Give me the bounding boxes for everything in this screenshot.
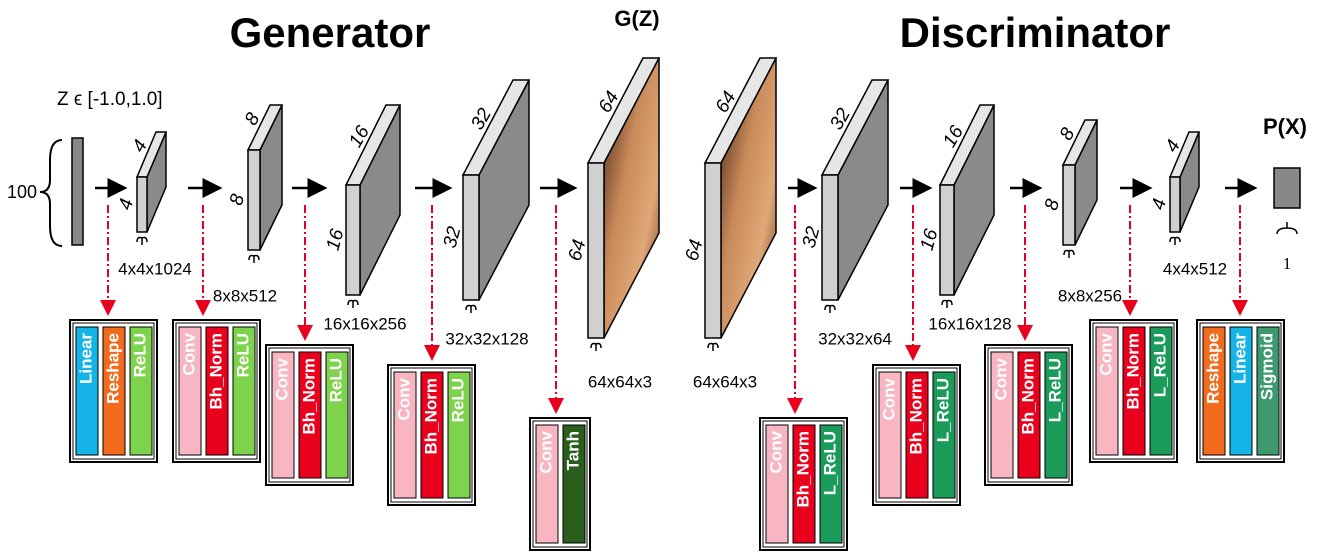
layer-name: Bh_Norm [1018,358,1037,435]
layer-name: ReLU [326,358,345,402]
layer-name: Conv [179,332,198,375]
shape-label: 32x32x64 [818,329,892,348]
brace [942,301,952,309]
brace [1170,238,1180,246]
layer-name: ReLU [233,333,252,377]
slab-edge [248,150,260,250]
layer-name: Linear [1230,333,1249,384]
layer-name: Bh_Norm [299,358,318,435]
output-brace [1277,222,1297,234]
brace [591,344,601,352]
layer-name: Conv [272,357,291,400]
brace [249,256,259,264]
layer-name: ReLU [448,378,467,422]
input-size: 100 [7,182,37,202]
layer-name: Sigmoid [1257,333,1276,400]
slab-edge [1170,177,1180,232]
dim-side: 64 [682,237,708,263]
shape-label: 16x16x256 [323,314,406,333]
dim-side: 8 [1041,197,1064,213]
slab-edge [705,163,721,338]
layer-name: L_ReLU [820,431,839,495]
layer-name: Conv [394,377,413,420]
dim-side: 64 [565,237,591,263]
dim-side: 4 [1148,197,1171,213]
shape-label: 4x4x1024 [118,259,192,278]
output-size: 1 [1283,254,1292,273]
output-label: P(X) [1263,114,1307,139]
layer-name: Bh_Norm [906,378,925,455]
brace [466,306,476,314]
slab-edge [822,175,838,300]
layer-name: L_ReLU [1150,333,1169,397]
slab-edge [137,177,147,232]
layer-name: Conv [536,430,555,473]
slab-edge [588,163,604,338]
discriminator-title: Discriminator [900,9,1171,56]
dim-side: 4 [115,197,138,213]
layer-name: Conv [991,357,1010,400]
gan-diagram: Generator Discriminator G(Z) P(X) Z ϵ [-… [0,0,1322,556]
layer-name: Bh_Norm [1123,333,1142,410]
shape-label: 8x8x512 [213,286,277,305]
output-unit [1274,168,1300,208]
shape-label: 16x16x128 [928,314,1011,333]
layer-name: Conv [1096,332,1115,375]
generator-title: Generator [230,9,431,56]
brace [1064,251,1074,259]
layer-name: Linear [76,333,95,384]
input-label: Z ϵ [-1.0,1.0] [57,89,163,110]
brace [708,344,718,352]
shape-label: 64x64x3 [693,372,757,391]
slab-edge [346,185,360,295]
shape-label: 8x8x256 [1058,286,1122,305]
brace [825,306,835,314]
dim-side: 32 [440,224,466,250]
layer-name: Reshape [103,333,122,404]
generated-label: G(Z) [614,6,659,31]
brace [348,301,358,309]
layer-name: Tanh [563,431,582,470]
shape-label: 4x4x512 [1163,259,1227,278]
layer-name: Bh_Norm [206,333,225,410]
layer-name: L_ReLU [1045,358,1064,422]
layer-name: ReLU [130,333,149,377]
layer-name: Bh_Norm [421,378,440,455]
layer-name: Bh_Norm [793,431,812,508]
shape-label: 64x64x3 [588,372,652,391]
layer-name: Conv [766,430,785,473]
dim-side: 16 [917,227,943,253]
slab-edge [463,175,479,300]
slab-edge [940,185,954,295]
layer-name: Reshape [1203,333,1222,404]
shape-label: 32x32x128 [445,329,528,348]
dim-side: 32 [799,224,825,250]
dim-side: 16 [323,227,349,253]
layer-name: Conv [879,377,898,420]
slab-edge [1063,165,1075,245]
input-vector [72,138,83,245]
brace [137,238,147,246]
input-brace [40,140,62,246]
layer-name: L_ReLU [933,378,952,442]
dim-side: 8 [226,192,249,208]
